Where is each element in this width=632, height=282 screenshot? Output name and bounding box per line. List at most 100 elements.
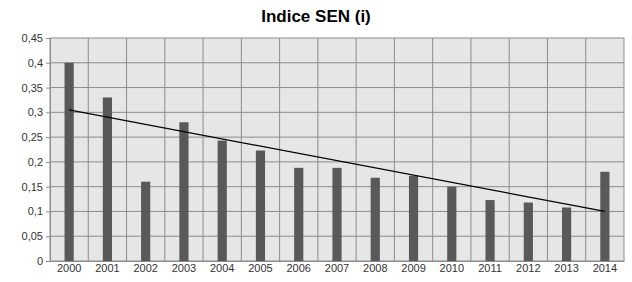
- x-tick: 2010: [440, 261, 464, 274]
- x-tick-label: 2011: [478, 262, 502, 274]
- category-divider: [470, 38, 471, 261]
- bar: [485, 200, 494, 261]
- bar: [562, 207, 571, 261]
- bar: [447, 187, 456, 261]
- y-tick-mark: [46, 236, 50, 237]
- y-tick-label: 0,15: [22, 181, 43, 193]
- x-tick-label: 2010: [440, 262, 464, 274]
- category-divider: [356, 38, 357, 261]
- x-tick: 2013: [554, 261, 578, 274]
- category-divider: [624, 38, 625, 261]
- bar: [371, 178, 380, 261]
- category-divider: [50, 38, 51, 261]
- y-tick: 0,25: [22, 131, 50, 143]
- bar: [218, 141, 227, 261]
- y-tick: 0,4: [28, 57, 50, 69]
- x-tick-label: 2012: [516, 262, 540, 274]
- y-tick-mark: [46, 38, 50, 39]
- y-tick-label: 0,1: [28, 205, 43, 217]
- grid-line: [50, 137, 624, 138]
- y-tick-mark: [46, 162, 50, 163]
- category-divider: [547, 38, 548, 261]
- x-tick: 2004: [210, 261, 234, 274]
- plot: 00,050,10,150,20,250,30,350,40,452000200…: [22, 32, 625, 274]
- y-axis-line: [50, 39, 51, 262]
- x-tick-label: 2004: [210, 262, 234, 274]
- bar: [141, 182, 150, 261]
- x-tick-label: 2009: [401, 262, 425, 274]
- y-tick: 0,15: [22, 181, 50, 193]
- x-tick: 2003: [172, 261, 196, 274]
- y-tick-mark: [46, 261, 50, 262]
- x-tick-label: 2013: [554, 262, 578, 274]
- trend-line: [69, 110, 605, 212]
- x-tick-label: 2008: [363, 262, 387, 274]
- y-tick-label: 0,4: [28, 57, 43, 69]
- y-tick: 0,1: [28, 205, 50, 217]
- title: Indice SEN (i): [261, 7, 371, 26]
- x-tick: 2000: [57, 261, 81, 274]
- plot-background: [50, 38, 624, 261]
- x-tick-label: 2000: [57, 262, 81, 274]
- grid-line: [50, 112, 624, 113]
- y-tick-label: 0,3: [28, 106, 43, 118]
- y-tick-label: 0: [37, 255, 43, 267]
- y-tick-label: 0,35: [22, 82, 43, 94]
- category-divider: [241, 38, 242, 261]
- category-divider: [509, 38, 510, 261]
- category-divider: [394, 38, 395, 261]
- bar: [294, 168, 303, 261]
- x-tick: 2014: [593, 261, 617, 274]
- x-tick: 2002: [133, 261, 157, 274]
- y-tick: 0,2: [28, 156, 50, 168]
- bar: [256, 150, 265, 261]
- grid: [50, 38, 624, 261]
- x-tick: 2006: [286, 261, 310, 274]
- bar: [600, 172, 609, 261]
- y-tick-mark: [46, 211, 50, 212]
- x-tick-label: 2014: [593, 262, 617, 274]
- bar: [65, 63, 74, 261]
- x-tick-label: 2001: [95, 262, 119, 274]
- grid-line: [50, 161, 624, 162]
- grid-line: [50, 87, 624, 88]
- category-divider: [88, 38, 89, 261]
- category-divider: [203, 38, 204, 261]
- category-divider: [317, 38, 318, 261]
- y-tick-label: 0,25: [22, 131, 43, 143]
- y-tick-label: 0,2: [28, 156, 43, 168]
- x-tick: 2008: [363, 261, 387, 274]
- y-axis: 0 0,05 0,1 0,15 0,2 0,25 0,3 0,35 0,4 0,45: [22, 32, 51, 267]
- x-tick-label: 2003: [172, 262, 196, 274]
- category-divider: [126, 38, 127, 261]
- y-tick: 0,35: [22, 82, 50, 94]
- category-divider: [585, 38, 586, 261]
- bar: [524, 203, 533, 261]
- x-tick: 2009: [401, 261, 425, 274]
- category-divider: [164, 38, 165, 261]
- y-tick-mark: [46, 63, 50, 64]
- y-tick-mark: [46, 112, 50, 113]
- x-tick-label: 2002: [133, 262, 157, 274]
- y-tick-mark: [46, 187, 50, 188]
- x-tick-label: 2005: [248, 262, 272, 274]
- category-divider: [432, 38, 433, 261]
- x-tick: 2005: [248, 261, 272, 274]
- bar: [332, 168, 341, 261]
- y-tick: 0,45: [22, 32, 50, 44]
- chart: Indice SEN (i) 0 0,05 0,1 0,15 0,2 0,25 0,3 0,35…: [0, 0, 632, 282]
- y-tick-label: 0,05: [22, 230, 43, 242]
- x-tick: 2011: [478, 261, 502, 274]
- marks: [65, 63, 610, 261]
- bar: [409, 176, 418, 261]
- grid-line: [50, 38, 624, 39]
- x-tick: 2007: [325, 261, 349, 274]
- x-tick-label: 2006: [286, 262, 310, 274]
- x-axis: 2000 2001 2002 2003 2004 2005 2006 2007 2008 2009…: [51, 261, 625, 274]
- x-tick: 2001: [95, 261, 119, 274]
- y-tick: 0,05: [22, 230, 50, 242]
- y-tick: 0,3: [28, 106, 50, 118]
- grid-line: [50, 62, 624, 63]
- x-tick: 2012: [516, 261, 540, 274]
- y-tick-label: 0,45: [22, 32, 43, 44]
